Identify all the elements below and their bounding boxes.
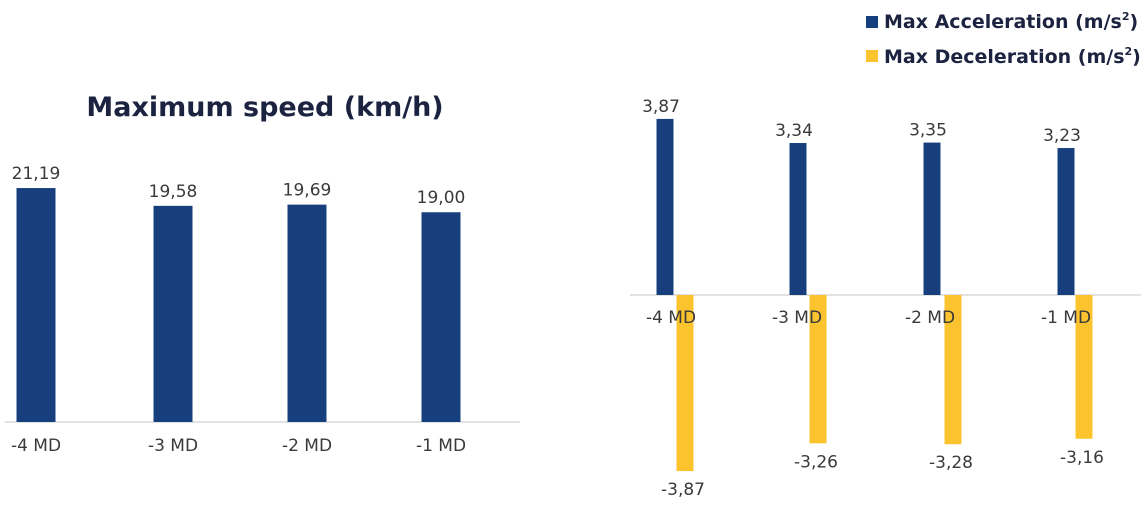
legend-swatch-acceleration — [866, 16, 878, 28]
acceleration-value-label: 3,23 — [1043, 126, 1081, 146]
speed-category-label: -1 MD — [416, 436, 466, 456]
accel-category-label: -4 MD — [646, 308, 696, 328]
accel-category-label: -1 MD — [1041, 308, 1091, 328]
legend-swatch-deceleration — [866, 50, 878, 62]
acceleration-bar — [1057, 148, 1075, 295]
legend-label-deceleration: Max Deceleration (m/s2) — [884, 45, 1141, 68]
speed-category-label: -4 MD — [11, 436, 61, 456]
deceleration-value-label: -3,26 — [794, 452, 838, 472]
speed-bar-value-label: 19,69 — [283, 181, 332, 201]
speed-bar-value-label: 19,58 — [149, 182, 198, 202]
deceleration-value-label: -3,16 — [1060, 448, 1104, 468]
accel-decel-chart: Max Acceleration (m/s2) Max Deceleration… — [630, 10, 1141, 500]
acceleration-value-label: 3,35 — [909, 121, 947, 141]
acceleration-value-label: 3,34 — [775, 121, 813, 141]
speed-category-label: -2 MD — [282, 436, 332, 456]
deceleration-value-label: -3,87 — [661, 480, 705, 500]
deceleration-bar — [809, 295, 827, 444]
speed-bar — [287, 204, 327, 422]
accel-category-label: -2 MD — [905, 308, 955, 328]
speed-chart: Maximum speed (km/h) 21,19 -4 MD 19,58 -3 M… — [5, 92, 520, 456]
accel-category-label: -3 MD — [772, 308, 822, 328]
acceleration-value-label: 3,87 — [642, 97, 680, 117]
speed-bar — [153, 205, 193, 422]
chart-legend: Max Acceleration (m/s2) Max Deceleration… — [866, 10, 1141, 68]
deceleration-value-label: -3,28 — [929, 453, 973, 473]
speed-chart-title: Maximum speed (km/h) — [86, 92, 443, 123]
speed-category-label: -3 MD — [148, 436, 198, 456]
deceleration-bar — [1075, 295, 1093, 439]
acceleration-bar — [923, 142, 941, 295]
speed-bar-value-label: 21,19 — [12, 164, 61, 184]
legend-label-acceleration: Max Acceleration (m/s2) — [884, 10, 1138, 33]
deceleration-bar — [944, 295, 962, 445]
acceleration-bar — [789, 143, 807, 295]
speed-bar — [16, 188, 56, 422]
acceleration-bar — [656, 118, 674, 295]
speed-bar — [421, 212, 461, 422]
speed-bar-value-label: 19,00 — [417, 188, 466, 208]
deceleration-bar — [676, 295, 694, 472]
